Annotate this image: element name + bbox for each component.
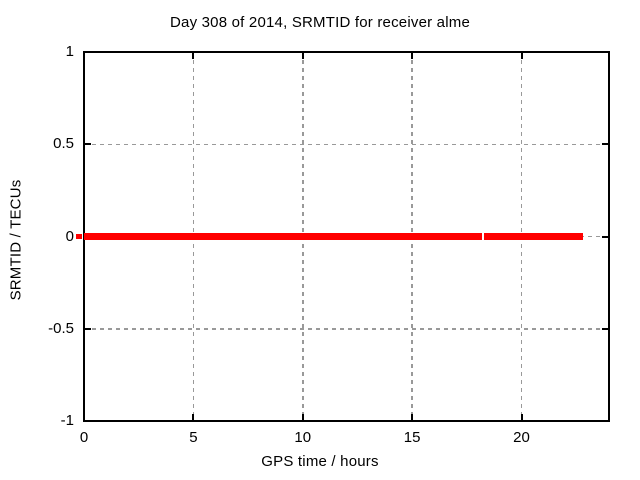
y-tick-mark [602, 143, 609, 146]
y-tick-label: -0.5 [48, 319, 74, 337]
series-line-segment [84, 233, 482, 240]
x-tick-mark [520, 414, 523, 421]
y-tick-mark [602, 420, 609, 422]
x-tick-mark [411, 414, 414, 421]
gridline-horizontal [84, 143, 609, 145]
y-tick-mark [602, 51, 609, 53]
y-tick-mark [84, 327, 91, 330]
x-tick-mark [301, 414, 304, 421]
series-line-segment [484, 233, 583, 240]
y-tick-mark [602, 327, 609, 330]
x-tick-label: 15 [403, 429, 421, 446]
x-tick-mark [192, 52, 195, 59]
x-tick-label: 10 [294, 429, 312, 446]
y-tick-label: 0 [65, 227, 74, 245]
x-tick-mark [83, 414, 85, 421]
x-tick-label: 0 [79, 429, 89, 446]
y-tick-mark [84, 420, 91, 422]
gridline-horizontal [84, 328, 609, 330]
chart-title: Day 308 of 2014, SRMTID for receiver alm… [170, 14, 470, 31]
x-tick-mark [520, 52, 523, 59]
y-tick-mark [602, 235, 609, 238]
y-tick-mark [84, 51, 91, 53]
x-tick-mark [192, 414, 195, 421]
x-axis-title: GPS time / hours [261, 453, 379, 470]
x-tick-mark [301, 52, 304, 59]
zero-axis-red-mark [76, 234, 82, 239]
x-tick-mark [411, 52, 414, 59]
x-tick-label: 5 [189, 429, 198, 446]
y-tick-mark [84, 143, 91, 146]
y-tick-label: -1 [60, 412, 74, 429]
x-tick-mark [83, 52, 85, 59]
x-tick-label: 20 [513, 429, 530, 446]
y-tick-label: 0.5 [53, 135, 74, 153]
y-tick-label: 1 [65, 43, 74, 60]
